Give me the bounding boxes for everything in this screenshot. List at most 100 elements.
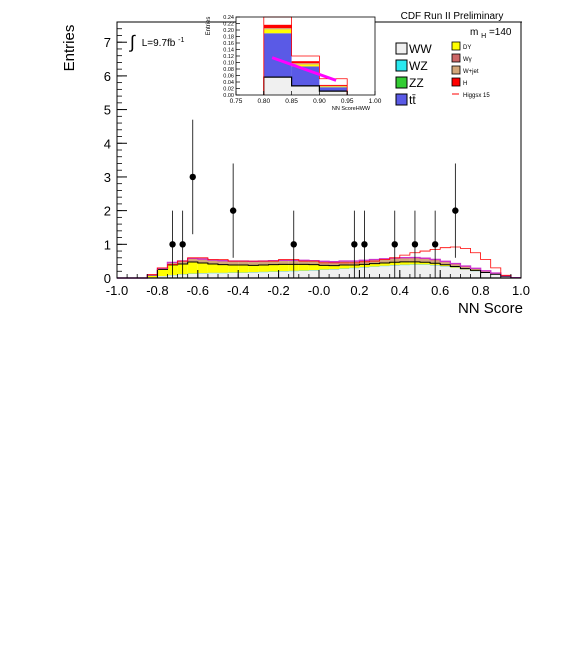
x-tick-label: -1.0 — [106, 283, 128, 298]
stack-bar-DY — [268, 264, 279, 272]
inset-y-tick-label: 0.08 — [223, 67, 234, 73]
stack-bar-W+jet — [258, 261, 269, 265]
stack-bar-DY — [308, 264, 319, 271]
stack-bar-WW — [218, 273, 229, 278]
stack-bar-WW — [329, 269, 340, 278]
stack-bar-W+jet — [480, 271, 491, 273]
legend-swatch-WZ — [395, 59, 408, 72]
inset-stack-bar-DY — [319, 86, 348, 88]
stack-bar-WW — [399, 265, 410, 278]
inset-ww-outline — [263, 76, 348, 95]
inset-x-tick-label: 0.90 — [313, 98, 326, 105]
y-tick-label: 4 — [104, 136, 111, 151]
legend: WW WZ ZZ tt̄ DY Wγ W+jet H Higgsx 15 — [390, 21, 522, 107]
legend-swatch-Wγ — [451, 53, 461, 63]
stack-bar-DY — [450, 266, 461, 268]
legend-label-H: H — [463, 81, 467, 87]
y-axis-label: Entries — [61, 25, 78, 72]
x-tick-label: 1.0 — [512, 283, 530, 298]
stack-bar-W+jet — [228, 261, 239, 265]
stack-bar-WW — [157, 276, 168, 278]
stack-bar-W+jet — [399, 258, 410, 262]
stack-bar-DY — [248, 265, 259, 273]
stack-bar-WW — [258, 272, 269, 278]
x-tick-label: -0.2 — [267, 283, 289, 298]
stack-bar-DY — [329, 265, 340, 270]
higgs-x15-overlay-line — [117, 246, 521, 279]
stack-bar-DY — [228, 264, 239, 273]
x-tick-label: -0.8 — [146, 283, 168, 298]
inset-x-tick-label: 0.75 — [230, 98, 243, 105]
stack-bar-DY — [147, 275, 158, 278]
y-tick-label: 7 — [104, 35, 111, 50]
inset-stack-bar-WW — [319, 91, 348, 95]
stack-bar-W+jet — [420, 258, 431, 262]
stack-bar-DY — [207, 263, 218, 273]
stack-bar-DY — [157, 269, 168, 277]
stack-bar-WW — [207, 273, 218, 278]
stack-bar-WW — [238, 272, 249, 278]
legend-swatch-tt̄ — [395, 93, 408, 106]
stack-bar-W+jet — [470, 268, 481, 271]
stack-bar-WW — [278, 271, 289, 278]
luminosity-exponent: -1 — [178, 37, 184, 44]
stack-bar-DY — [238, 264, 249, 273]
inset-stack-bar-WW — [263, 77, 292, 95]
stack-bar-WW — [248, 272, 259, 278]
legend-swatch-ZZ — [395, 76, 408, 89]
stack-bar-WW — [197, 273, 208, 278]
inset-histogram-plot: 0.75 0.80 0.85 0.90 0.95 1.00 0.000.020.040.06… — [206, 15, 382, 112]
data-point — [411, 241, 419, 248]
data-point — [452, 207, 459, 214]
data-point — [169, 241, 176, 248]
stack-bar-WW — [460, 269, 471, 278]
stack-bar-DY — [420, 262, 431, 265]
stack-bar-DY — [278, 264, 289, 272]
stack-bar-W+jet — [369, 259, 380, 264]
inset-x-axis-label: NN ScoreHWW — [332, 106, 371, 112]
inset-stack-bar-WW — [291, 85, 320, 95]
inset-y-tick-label: 0.24 — [223, 15, 234, 21]
legend-swatch-W+jet — [451, 65, 461, 75]
x-tick-label: 0.6 — [431, 283, 449, 298]
inset-y-tick-label: 0.06 — [223, 74, 234, 80]
stack-bar-W+jet — [197, 259, 208, 263]
stack-bar-DY — [399, 261, 410, 265]
data-point — [229, 207, 237, 214]
inset-x-tick-label: 0.85 — [285, 98, 298, 105]
stack-bar-DY — [197, 262, 208, 274]
legend-label-W+jet: W+jet — [463, 69, 479, 75]
stack-bar-WW — [298, 270, 309, 278]
mass-suffix: =140 — [489, 27, 512, 38]
mass-prefix: m — [470, 27, 478, 38]
inset-stack-bar-W+jet — [319, 85, 348, 87]
data-point — [290, 241, 297, 248]
stack-bar-DY — [339, 264, 350, 269]
stack-bar-DY — [440, 264, 451, 267]
stack-bar-WW — [490, 274, 501, 278]
y-tick-label: 1 — [104, 237, 111, 252]
luminosity-value: L=9.7fb — [142, 38, 176, 49]
inset-y-tick-label: 0.20 — [223, 28, 234, 34]
stack-bar-DY — [258, 264, 269, 272]
y-tick-label: 5 — [104, 103, 111, 118]
stack-bar-WW — [187, 273, 198, 278]
stack-bar-WW — [500, 276, 511, 278]
inset-stack-bar-H — [263, 24, 292, 29]
data-point — [189, 173, 196, 181]
stack-bar-WW — [420, 264, 431, 278]
stack-bar-WW — [228, 272, 239, 278]
legend-swatch-DY — [451, 41, 461, 51]
inset-y-tick-label: 0.18 — [223, 35, 234, 41]
stack-bar-WW — [480, 272, 491, 278]
inset-y-tick-label: 0.04 — [223, 80, 234, 86]
inset-stack-bar-tt̄ — [319, 87, 348, 92]
legend-label-DY: DY — [463, 45, 471, 51]
x-tick-label: 0.2 — [350, 283, 368, 298]
inset-x-tick-label: 1.00 — [369, 98, 382, 105]
stack-bar-WW — [339, 268, 350, 278]
stack-bar-WW — [379, 266, 390, 278]
mass-subscript: H — [481, 33, 486, 40]
data-point — [179, 241, 186, 248]
data-point — [431, 241, 439, 248]
